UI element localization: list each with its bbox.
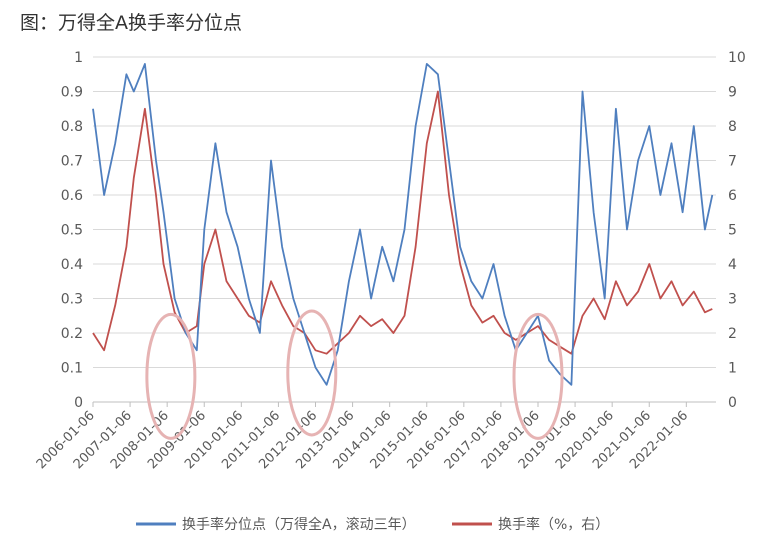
left-tick-label: 1: [74, 50, 83, 66]
right-tick-label: 1: [728, 361, 737, 377]
right-tick-label: 7: [728, 154, 737, 170]
right-tick-label: 4: [728, 257, 737, 273]
left-tick-label: 0.8: [61, 119, 83, 135]
chart-title: 图：万得全A换手率分位点: [20, 12, 242, 34]
left-axis-ticks: 0 0.1 0.2 0.3 0.4 0.5 0.6 0.7 0.8 0.9 1: [61, 50, 83, 411]
right-tick-label: 6: [728, 188, 737, 204]
right-axis-ticks: 0 1 2 3 4 5 6 7 8 9 10: [728, 50, 746, 411]
left-tick-label: 0.2: [61, 326, 83, 342]
right-tick-label: 9: [728, 85, 737, 101]
right-tick-label: 5: [728, 223, 737, 239]
left-tick-label: 0.1: [61, 361, 83, 377]
x-axis-ticks: 2006-01-062007-01-062008-01-062009-01-06…: [34, 402, 691, 472]
left-tick-label: 0.9: [61, 85, 83, 101]
left-tick-label: 0.3: [61, 292, 83, 308]
legend-label: 换手率（%，右）: [498, 516, 609, 533]
grid-lines: [93, 56, 716, 368]
right-tick-label: 2: [728, 326, 737, 342]
percentile-line: [92, 63, 714, 386]
legend: 换手率分位点（万得全A，滚动三年） 换手率（%，右）: [136, 516, 609, 533]
right-tick-label: 8: [728, 119, 737, 135]
left-tick-label: 0.7: [61, 154, 83, 170]
right-tick-label: 10: [728, 50, 746, 66]
left-tick-label: 0.6: [61, 188, 83, 204]
turnover-line: [92, 90, 713, 355]
highlight-ellipse: [512, 312, 564, 440]
left-tick-label: 0.5: [61, 223, 83, 239]
left-tick-label: 0: [74, 395, 83, 411]
right-tick-label: 3: [728, 292, 737, 308]
annotation-layer: [145, 309, 564, 440]
legend-label: 换手率分位点（万得全A，滚动三年）: [182, 516, 416, 533]
series-layer: [92, 63, 714, 386]
highlight-ellipse: [145, 312, 197, 440]
left-tick-label: 0.4: [61, 257, 83, 273]
right-tick-label: 0: [728, 395, 737, 411]
highlight-ellipse: [286, 309, 338, 437]
